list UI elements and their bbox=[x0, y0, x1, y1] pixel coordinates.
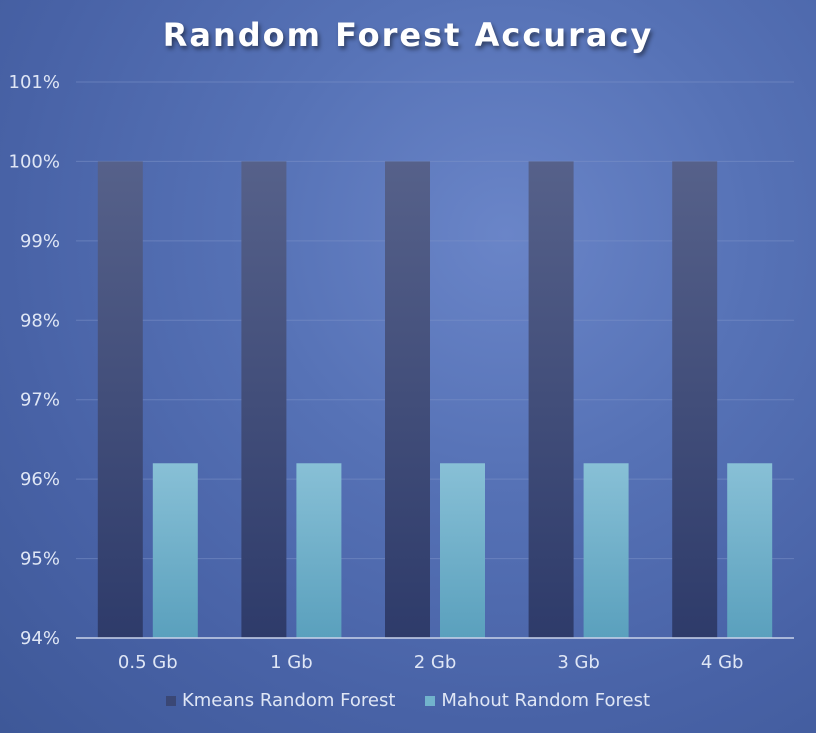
y-tick-label: 100% bbox=[9, 151, 60, 172]
y-tick-label: 97% bbox=[20, 390, 60, 411]
y-tick-label: 101% bbox=[9, 72, 60, 93]
y-tick-label: 96% bbox=[20, 469, 60, 490]
bars bbox=[97, 161, 773, 638]
y-tick-label: 95% bbox=[20, 549, 60, 570]
bar-mahout bbox=[296, 463, 342, 638]
bar-kmeans bbox=[672, 161, 718, 638]
legend-item-mahout: Mahout Random Forest bbox=[425, 690, 650, 711]
x-tick-label: 0.5 Gb bbox=[118, 652, 178, 673]
x-tick-label: 4 Gb bbox=[701, 652, 744, 673]
bar-mahout bbox=[583, 463, 629, 638]
bar-kmeans bbox=[528, 161, 574, 638]
x-tick-label: 3 Gb bbox=[557, 652, 600, 673]
x-tick-label: 1 Gb bbox=[270, 652, 313, 673]
bar-mahout bbox=[727, 463, 773, 638]
y-tick-label: 99% bbox=[20, 231, 60, 252]
bar-kmeans bbox=[97, 161, 143, 638]
legend-swatch-kmeans bbox=[165, 695, 176, 706]
legend-swatch-mahout bbox=[425, 695, 436, 706]
bar-kmeans bbox=[241, 161, 287, 638]
legend-label-mahout: Mahout Random Forest bbox=[441, 690, 651, 711]
legend-label-kmeans: Kmeans Random Forest bbox=[181, 690, 396, 711]
legend: Kmeans Random Forest Mahout Random Fores… bbox=[0, 690, 816, 711]
bar-mahout bbox=[440, 463, 485, 638]
bar-mahout bbox=[152, 463, 198, 638]
y-tick-label: 94% bbox=[20, 628, 60, 649]
bar-kmeans bbox=[385, 161, 430, 638]
y-tick-label: 98% bbox=[20, 310, 60, 331]
x-tick-label: 2 Gb bbox=[414, 652, 457, 673]
axes: 94% 95% 96% 97% 98% 99% 100% 101% 0.5 Gb 1 Gb 2 Gb… bbox=[9, 72, 794, 673]
chart-title: Random Forest Accuracy bbox=[162, 16, 654, 54]
legend-item-kmeans: Kmeans Random Forest bbox=[165, 690, 396, 711]
